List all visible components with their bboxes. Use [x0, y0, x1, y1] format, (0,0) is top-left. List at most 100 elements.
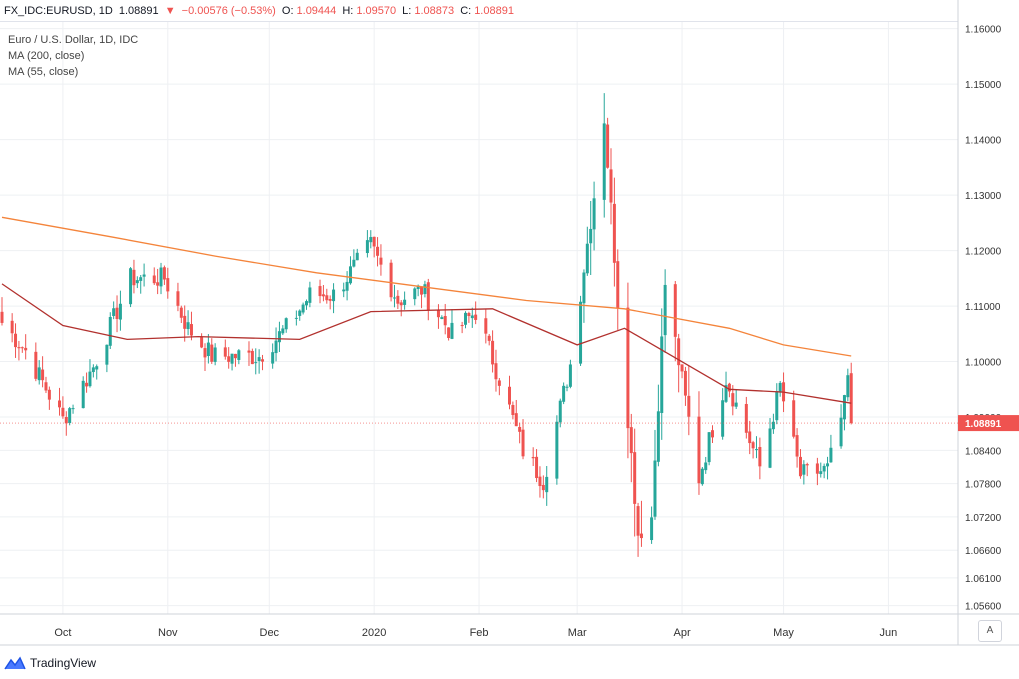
- legend-ma200[interactable]: MA (200, close): [8, 50, 85, 62]
- candle: [815, 457, 819, 486]
- candle: [721, 388, 725, 440]
- ma55-line: [1, 283, 852, 404]
- candle: [68, 406, 72, 426]
- candle: [403, 291, 407, 310]
- y-tick-label: 1.05600: [965, 602, 1002, 613]
- candle: [568, 359, 572, 389]
- candle: [470, 307, 474, 328]
- candle: [301, 302, 305, 315]
- candle: [450, 309, 454, 340]
- y-tick-label: 1.15000: [965, 80, 1002, 91]
- candle: [636, 502, 640, 557]
- candle: [58, 387, 62, 416]
- candle: [727, 382, 731, 398]
- last-price-tag-label: 1.08891: [965, 419, 1002, 430]
- candle: [792, 390, 796, 439]
- candle: [609, 148, 613, 225]
- candle: [24, 334, 28, 360]
- candle: [656, 384, 660, 467]
- candle: [805, 462, 809, 477]
- candle: [95, 364, 99, 380]
- candle: [230, 353, 234, 371]
- y-tick-label: 1.07800: [965, 480, 1002, 491]
- candle: [345, 271, 349, 301]
- candle: [734, 389, 738, 410]
- ma200-line: [1, 216, 852, 357]
- candle: [497, 378, 501, 396]
- candle: [436, 304, 440, 329]
- candle: [748, 420, 752, 455]
- candle: [440, 315, 444, 320]
- candle: [562, 382, 566, 405]
- candle: [775, 383, 779, 425]
- candle: [237, 349, 241, 365]
- legend-ma55[interactable]: MA (55, close): [8, 66, 79, 78]
- candle: [17, 340, 21, 361]
- auto-scale-button[interactable]: A: [978, 620, 1002, 642]
- candle: [768, 418, 772, 469]
- candle: [704, 456, 708, 474]
- y-tick-label: 1.16000: [965, 25, 1002, 36]
- candle: [842, 394, 846, 431]
- candle: [487, 333, 491, 346]
- candle: [555, 415, 559, 485]
- candle: [372, 236, 376, 258]
- candle: [592, 181, 596, 251]
- candle: [731, 385, 735, 416]
- y-tick-label: 1.11000: [965, 302, 1001, 313]
- candle: [826, 456, 830, 480]
- candle: [166, 267, 170, 299]
- candle: [778, 380, 782, 397]
- candle: [423, 280, 427, 298]
- candle: [531, 447, 535, 466]
- candle: [673, 280, 677, 362]
- candle: [10, 313, 14, 343]
- candle: [612, 177, 616, 287]
- y-tick-label: 1.10000: [965, 358, 1002, 369]
- candle: [152, 267, 156, 286]
- candle: [558, 398, 562, 428]
- candle: [44, 376, 48, 394]
- x-tick-label: Mar: [568, 627, 587, 639]
- candle: [798, 449, 802, 479]
- candle: [660, 308, 664, 440]
- candle: [484, 309, 488, 344]
- candle: [47, 386, 51, 410]
- open-label: O:: [281, 5, 294, 17]
- last-price-tag: [958, 415, 1019, 432]
- candle: [538, 466, 542, 498]
- close-value: 1.08891: [474, 5, 514, 17]
- candle: [81, 376, 85, 409]
- candle: [392, 284, 396, 308]
- candle: [308, 281, 312, 308]
- candle: [118, 290, 122, 331]
- candle: [284, 317, 288, 333]
- y-tick-label: 1.13000: [965, 191, 1002, 202]
- candle: [677, 333, 681, 393]
- low-value: 1.08873: [414, 5, 455, 17]
- candle: [41, 356, 45, 388]
- candle: [365, 230, 369, 258]
- candle: [663, 269, 667, 353]
- candle: [281, 325, 285, 336]
- candle: [112, 301, 116, 320]
- candle: [420, 286, 424, 309]
- candle: [115, 295, 119, 333]
- x-tick-label: Apr: [673, 627, 690, 639]
- candle: [443, 303, 447, 335]
- brand-name: TradingView: [30, 656, 97, 670]
- candle: [697, 391, 701, 495]
- high-label: H:: [342, 5, 354, 17]
- symbol-name[interactable]: FX_IDC:EURUSD, 1D: [4, 5, 113, 17]
- candle: [37, 360, 41, 385]
- down-arrow-icon: ▼: [164, 5, 176, 17]
- x-tick-label: Dec: [260, 627, 280, 639]
- candle: [71, 404, 75, 414]
- candle: [589, 200, 593, 276]
- candle: [298, 309, 302, 321]
- candle: [64, 411, 68, 436]
- close-label: C:: [460, 5, 472, 17]
- candle: [129, 267, 133, 308]
- tradingview-branding[interactable]: TradingView: [4, 653, 96, 673]
